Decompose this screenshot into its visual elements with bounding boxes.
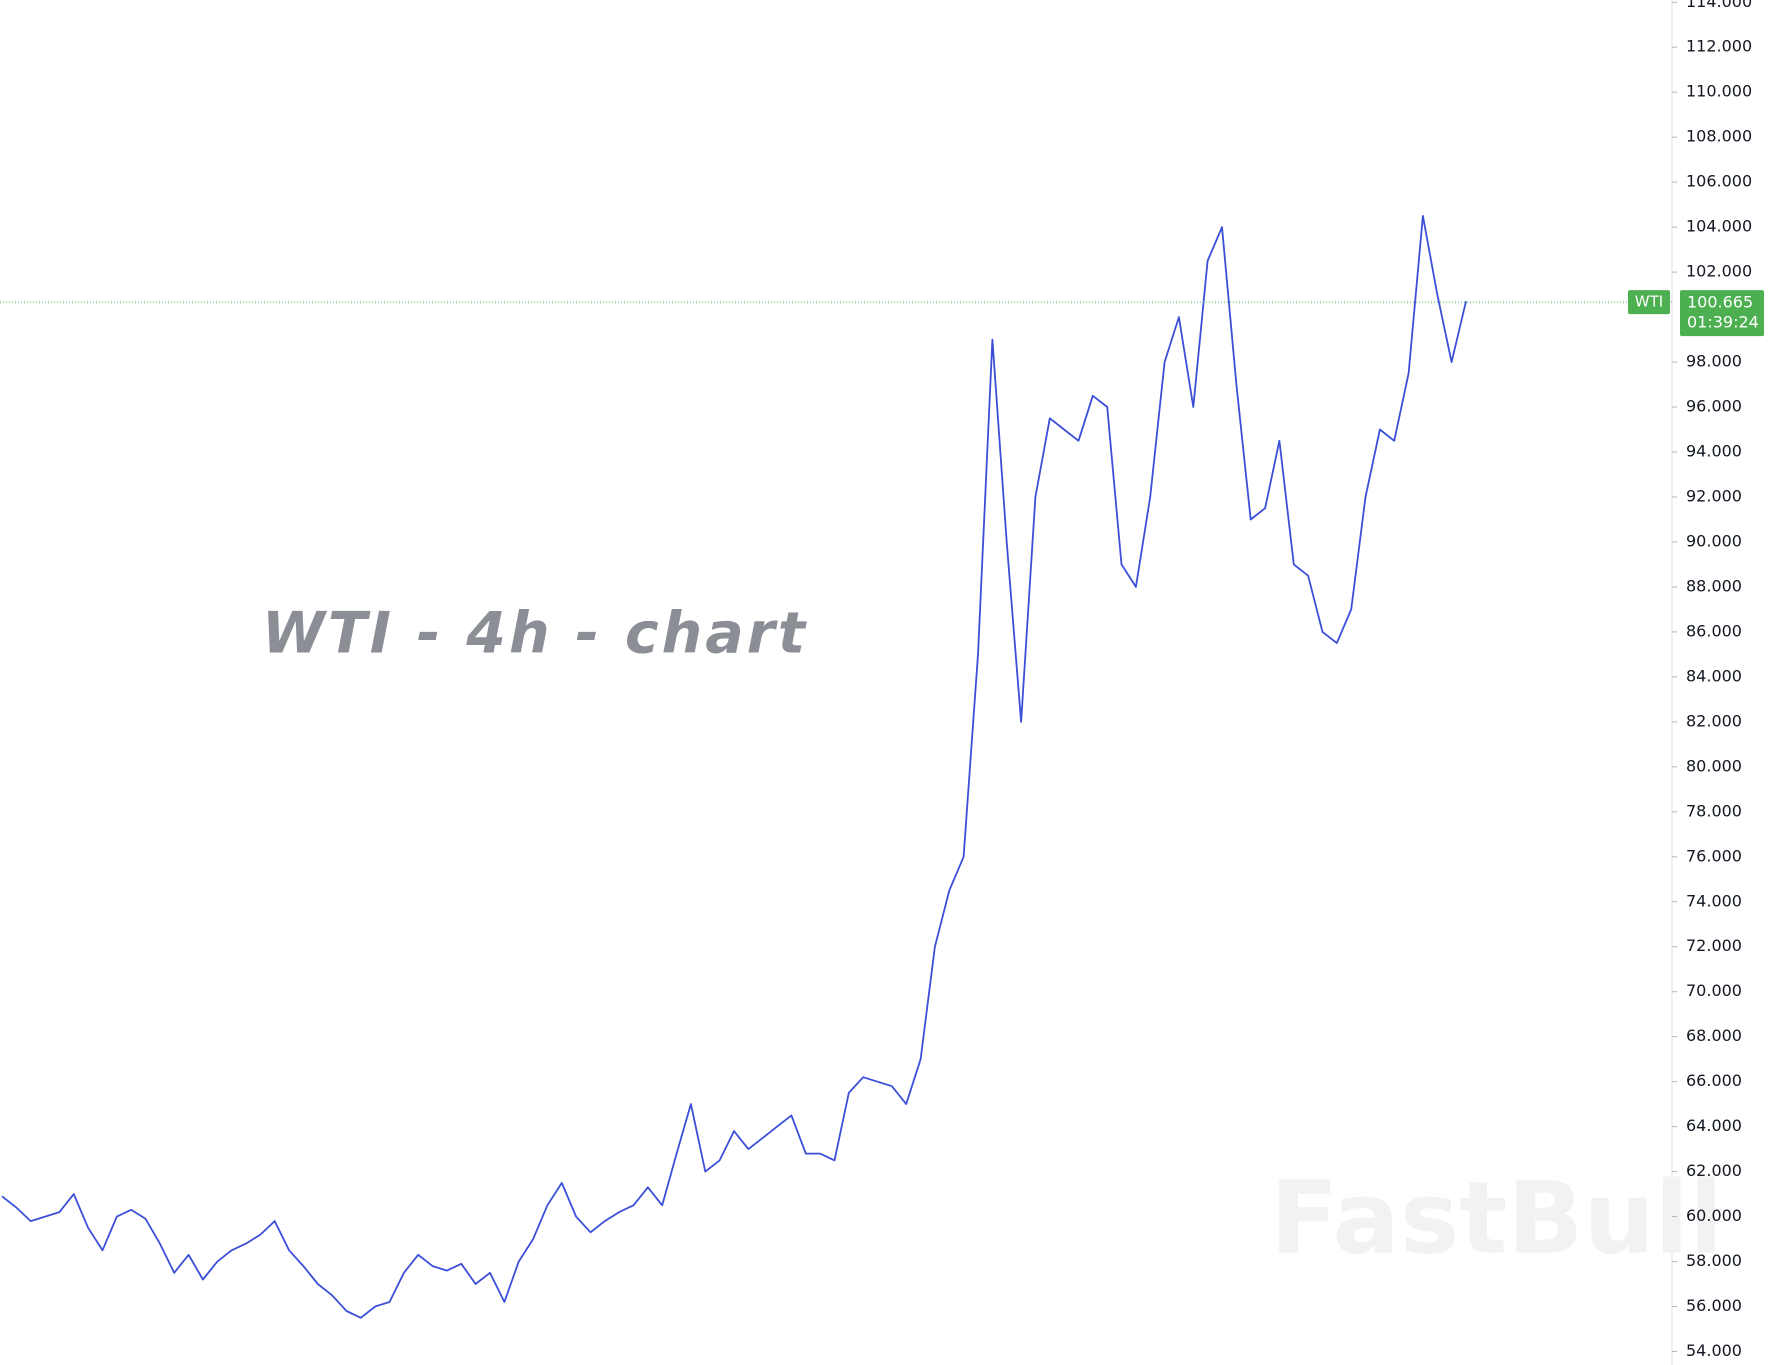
y-tick-label: 64.000 bbox=[1686, 1116, 1742, 1135]
price-line bbox=[1, 215, 1467, 1319]
y-tick-label: 84.000 bbox=[1686, 666, 1742, 685]
y-tick-label: 60.000 bbox=[1686, 1206, 1742, 1225]
y-tick-label: 68.000 bbox=[1686, 1026, 1742, 1045]
y-tick-label: 102.000 bbox=[1686, 262, 1752, 281]
y-tick-label: 54.000 bbox=[1686, 1341, 1742, 1360]
y-tick-label: 58.000 bbox=[1686, 1251, 1742, 1270]
y-tick-label: 74.000 bbox=[1686, 891, 1742, 910]
chart-title: WTI - 4h - chart bbox=[262, 601, 808, 667]
symbol-badge bbox=[1628, 290, 1670, 315]
y-tick-label: 114.000 bbox=[1686, 0, 1752, 11]
watermark: FastBull bbox=[1270, 1159, 1723, 1276]
y-tick-label: 56.000 bbox=[1686, 1296, 1742, 1315]
y-tick-label: 94.000 bbox=[1686, 442, 1742, 461]
y-tick-label: 76.000 bbox=[1686, 846, 1742, 865]
y-tick-label: 80.000 bbox=[1686, 756, 1742, 775]
y-tick-label: 70.000 bbox=[1686, 981, 1742, 1000]
last-price-label: 100.665 bbox=[1687, 293, 1753, 312]
y-tick-label: 108.000 bbox=[1686, 127, 1752, 146]
y-tick-label: 98.000 bbox=[1686, 352, 1742, 371]
y-tick-label: 92.000 bbox=[1686, 486, 1742, 505]
y-tick-label: 110.000 bbox=[1686, 82, 1752, 101]
y-tick-label: 72.000 bbox=[1686, 936, 1742, 955]
y-tick-label: 62.000 bbox=[1686, 1161, 1742, 1180]
y-tick-label: 66.000 bbox=[1686, 1071, 1742, 1090]
price-badge bbox=[1680, 290, 1764, 337]
y-tick-label: 82.000 bbox=[1686, 711, 1742, 730]
y-tick-label: 78.000 bbox=[1686, 801, 1742, 820]
countdown-label: 01:39:24 bbox=[1687, 313, 1759, 332]
y-tick-label: 104.000 bbox=[1686, 217, 1752, 236]
y-tick-label: 90.000 bbox=[1686, 531, 1742, 550]
y-tick-label: 88.000 bbox=[1686, 576, 1742, 595]
symbol-label: WTI bbox=[1635, 293, 1663, 311]
y-tick-label: 86.000 bbox=[1686, 621, 1742, 640]
y-tick-label: 106.000 bbox=[1686, 172, 1752, 191]
y-tick-label: 112.000 bbox=[1686, 37, 1752, 56]
y-tick-label: 96.000 bbox=[1686, 397, 1742, 416]
